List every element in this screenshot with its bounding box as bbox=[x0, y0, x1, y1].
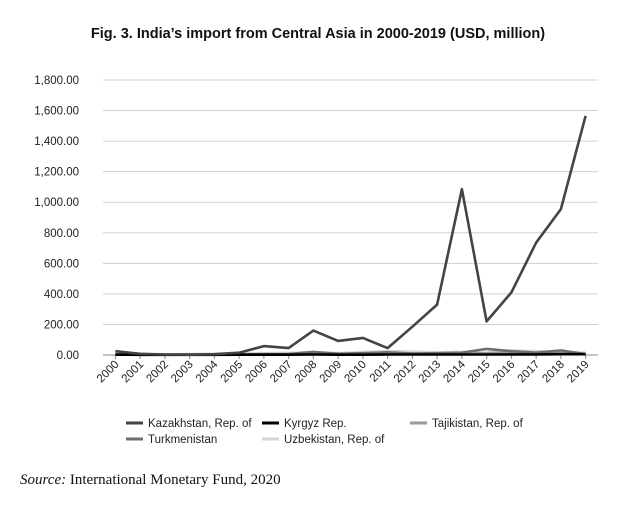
x-tick-label: 2007 bbox=[268, 359, 295, 386]
x-tick-label: 2019 bbox=[565, 359, 592, 386]
x-tick-label: 2016 bbox=[491, 359, 518, 386]
legend-label: Kazakhstan, Rep. of bbox=[148, 418, 252, 430]
legend-label: Kyrgyz Rep. bbox=[284, 418, 347, 430]
x-tick-label: 2010 bbox=[342, 359, 369, 386]
y-tick-label: 1,200.00 bbox=[34, 167, 79, 179]
x-tick-label: 2002 bbox=[144, 359, 171, 386]
x-tick-label: 2001 bbox=[120, 359, 147, 386]
y-tick-label: 1,000.00 bbox=[34, 197, 79, 209]
grid-lines bbox=[103, 79, 598, 356]
chart-title: Fig. 3. India’s import from Central Asia… bbox=[90, 26, 546, 42]
y-tick-label: 200.00 bbox=[44, 319, 79, 331]
x-tick-label: 2009 bbox=[318, 359, 345, 386]
x-tick-label: 2013 bbox=[417, 359, 444, 386]
y-tick-label: 400.00 bbox=[44, 289, 79, 301]
x-tick-label: 2017 bbox=[516, 359, 543, 386]
x-tick-label: 2014 bbox=[441, 358, 468, 385]
y-tick-label: 800.00 bbox=[44, 228, 79, 240]
y-axis-ticks: 0.00 200.00 400.00 600.00 800.00 1,000.00 1,20… bbox=[34, 75, 79, 362]
source-label: Source: bbox=[20, 472, 67, 488]
x-tick-label: 2012 bbox=[392, 359, 419, 386]
x-tick-label: 2015 bbox=[466, 359, 493, 386]
y-tick-label: 1,600.00 bbox=[34, 106, 79, 118]
y-tick-label: 0.00 bbox=[57, 350, 79, 362]
series-lines bbox=[115, 115, 587, 357]
x-tick-label: 2004 bbox=[194, 358, 221, 385]
x-tick-label: 2000 bbox=[95, 359, 122, 386]
legend-label: Uzbekistan, Rep. of bbox=[284, 434, 385, 446]
x-tick-label: 2006 bbox=[243, 359, 270, 386]
x-axis: 2000200120022003200420052006200720082009… bbox=[95, 354, 598, 386]
x-tick-label: 2005 bbox=[219, 359, 246, 386]
legend-label: Tajikistan, Rep. of bbox=[432, 418, 524, 430]
source-text: International Monetary Fund, 2020 bbox=[66, 472, 281, 488]
x-tick-label: 2003 bbox=[169, 359, 196, 386]
source-note: Source: International Monetary Fund, 202… bbox=[20, 472, 281, 489]
line-chart: 0.00 200.00 400.00 600.00 800.00 1,000.00 1,20… bbox=[34, 75, 598, 446]
y-tick-label: 1,800.00 bbox=[34, 75, 79, 87]
x-tick-label: 2011 bbox=[368, 359, 394, 385]
legend-label: Turkmenistan bbox=[148, 434, 217, 446]
x-tick-label: 2008 bbox=[293, 359, 320, 386]
legend: Kazakhstan, Rep. of Kyrgyz Rep. Tajikistan… bbox=[126, 418, 524, 446]
x-tick-label: 2018 bbox=[540, 359, 567, 386]
y-tick-label: 600.00 bbox=[44, 258, 79, 270]
y-tick-label: 1,400.00 bbox=[34, 136, 79, 148]
series-line bbox=[115, 115, 587, 357]
